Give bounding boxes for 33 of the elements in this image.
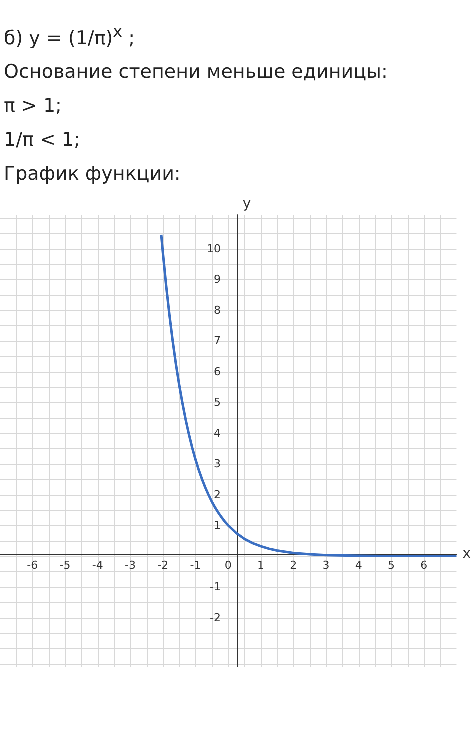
x-tick-label: 1 [257, 559, 264, 572]
y-axis-title: y [242, 196, 252, 212]
y-tick-label: 8 [214, 304, 221, 318]
y-tick-label: 2 [214, 488, 221, 502]
y-tick-label: 1 [214, 519, 221, 532]
x-tick-label: -1 [190, 559, 202, 572]
y-tick-label: 9 [214, 273, 221, 286]
x-tick-label: -6 [27, 559, 38, 572]
chart-title: б) y = (1/π)$^{x}$ ; [4, 22, 136, 50]
x-tick-label: 4 [355, 559, 362, 572]
x-tick-label: 6 [420, 559, 428, 572]
x-tick-label: -3 [125, 559, 136, 572]
x-tick-label: 3 [322, 559, 330, 572]
x-tick-label: -2 [158, 559, 169, 572]
text: График функции: [4, 163, 182, 186]
x-axis-title: x [462, 546, 472, 562]
y-tick-label: 10 [207, 242, 221, 256]
y-tick-label: 7 [214, 334, 221, 348]
y-tick-label: 3 [214, 458, 221, 471]
x-tick-label: 2 [290, 559, 298, 572]
y-tick-label: 4 [214, 427, 221, 440]
x-tick-label: 0 [224, 559, 232, 572]
y-tick-label: -2 [210, 612, 221, 625]
x-tick-label: 5 [388, 559, 395, 572]
text: Основание степени меньше единицы: [4, 61, 389, 84]
y-tick-label: 5 [214, 396, 221, 410]
y-tick-label: 6 [214, 366, 221, 379]
text: π > 1; [4, 95, 63, 118]
x-tick-label: -5 [60, 559, 71, 572]
text: 1/π < 1; [4, 129, 82, 152]
x-tick-label: -4 [92, 559, 104, 572]
y-tick-label: -1 [210, 580, 221, 594]
line-series [160, 234, 458, 558]
